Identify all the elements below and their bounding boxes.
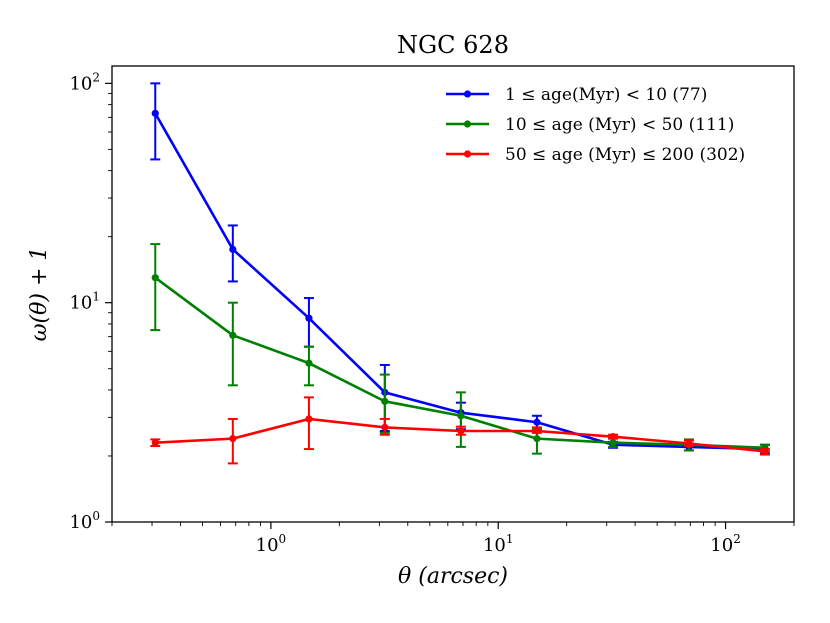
data-point	[229, 331, 237, 339]
x-tick-label: 101	[483, 532, 514, 556]
y-tick-label: 102	[69, 70, 100, 94]
data-point	[457, 427, 465, 435]
data-point	[305, 415, 313, 423]
y-axis-title: ω(θ) + 1	[27, 247, 52, 342]
legend-marker	[463, 120, 472, 128]
data-point	[151, 274, 159, 282]
y-tick-label: 101	[69, 290, 100, 314]
legend-marker	[463, 150, 472, 158]
data-point	[533, 435, 541, 443]
data-point	[229, 435, 237, 443]
data-point	[761, 447, 769, 455]
legend-label: 50 ≤ age (Myr) ≤ 200 (302)	[505, 145, 745, 165]
data-point	[609, 433, 617, 441]
data-point	[457, 412, 465, 420]
chart-title: NGC 628	[397, 31, 509, 59]
axes-frame	[111, 65, 795, 523]
x-axis-title: θ (arcsec)	[398, 564, 508, 589]
data-point	[533, 418, 541, 426]
data-point	[609, 439, 617, 447]
y-axis: 100 101 102	[69, 70, 112, 533]
plot-area	[150, 82, 770, 465]
x-tick-label: 100	[256, 532, 287, 556]
legend-entry: 10 ≤ age (Myr) < 50 (111)	[446, 115, 734, 135]
data-point	[305, 359, 313, 367]
y-tick-label: 100	[69, 509, 100, 533]
x-tick-label: 102	[710, 532, 741, 556]
data-point	[685, 439, 693, 448]
data-point	[229, 245, 237, 253]
data-point	[151, 439, 159, 447]
x-axis: 100 101 102	[111, 522, 795, 556]
legend-marker	[463, 90, 472, 98]
data-point	[381, 397, 389, 405]
legend-label: 1 ≤ age(Myr) < 10 (77)	[505, 85, 707, 105]
legend: 1 ≤ age(Myr) < 10 (77) 10 ≤ age (Myr) < 5…	[446, 85, 745, 165]
legend-entry: 50 ≤ age (Myr) ≤ 200 (302)	[446, 145, 745, 165]
data-point	[533, 427, 541, 435]
series-3	[150, 396, 770, 465]
legend-entry: 1 ≤ age(Myr) < 10 (77)	[446, 85, 707, 105]
legend-label: 10 ≤ age (Myr) < 50 (111)	[505, 115, 734, 135]
data-point	[151, 109, 159, 117]
data-point	[381, 423, 389, 431]
data-point	[305, 314, 313, 322]
